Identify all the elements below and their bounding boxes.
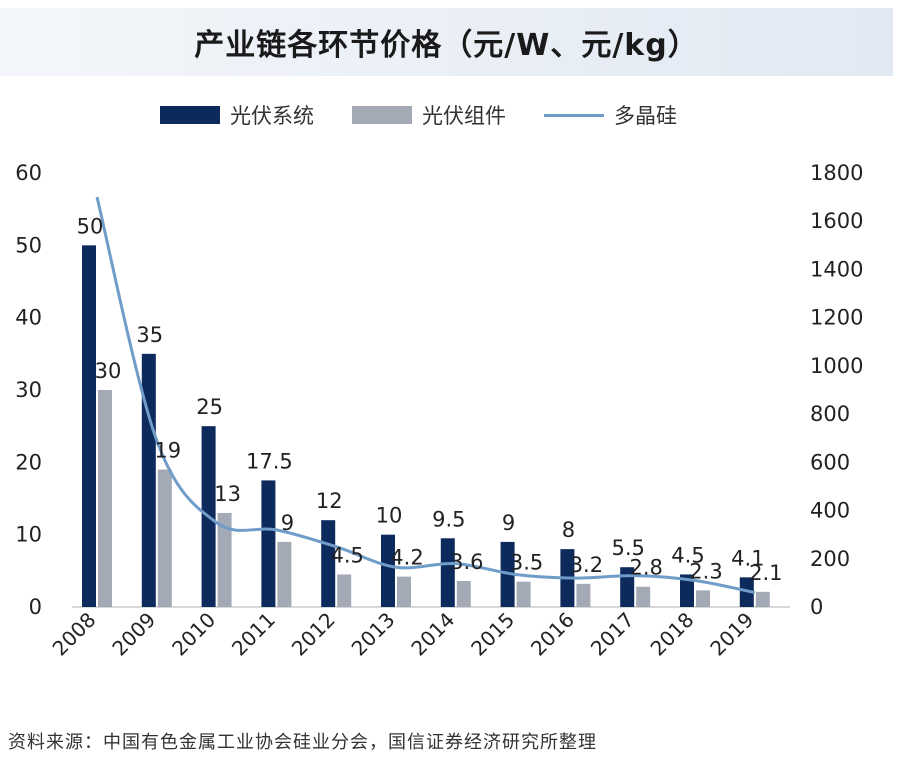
legend-label-system: 光伏系统 (230, 104, 314, 128)
data-label-module: 3.2 (570, 553, 603, 577)
legend-swatch-system (160, 106, 220, 124)
bar-module-2019 (755, 591, 770, 607)
x-tick-label: 2019 (705, 608, 758, 661)
y-left-tick-label: 60 (15, 161, 42, 185)
bar-module-2008 (98, 390, 112, 607)
bar-module-2014 (456, 580, 471, 607)
data-label-module: 2.3 (689, 559, 722, 583)
bar-module-2015 (516, 581, 531, 607)
y-right-tick-label: 400 (810, 499, 850, 523)
y-left-tick-label: 20 (15, 450, 42, 474)
y-right-tick-label: 600 (810, 450, 850, 474)
data-label-module: 19 (154, 439, 181, 463)
y-right-tick-label: 1200 (810, 306, 863, 330)
y-left-tick-label: 50 (15, 233, 42, 257)
y-right-tick-label: 0 (810, 595, 823, 619)
y-left-tick-label: 30 (15, 378, 42, 402)
x-tick-label: 2009 (107, 608, 160, 661)
bar-module-2012 (337, 574, 352, 607)
bar-system-2013 (381, 534, 395, 607)
data-label-system: 8 (562, 518, 575, 542)
bar-system-2014 (440, 538, 455, 607)
legend: 光伏系统 光伏组件 多晶硅 (160, 100, 701, 130)
chart-title: 产业链各环节价格（元/W、元/kg） (194, 28, 699, 63)
data-label-module: 9 (281, 511, 294, 535)
x-tick-label: 2012 (287, 608, 340, 661)
data-label-system: 4.5 (671, 543, 704, 567)
data-label-system: 12 (316, 489, 343, 513)
y-right-tick-label: 800 (810, 402, 850, 426)
y-right-tick-label: 1800 (810, 161, 863, 185)
data-label-system: 9.5 (432, 507, 465, 531)
x-tick-label: 2016 (526, 608, 579, 661)
y-left-tick-label: 10 (15, 523, 42, 547)
data-label-system: 25 (196, 395, 223, 419)
bar-module-2016 (576, 583, 591, 607)
y-left-tick-label: 40 (15, 306, 42, 330)
data-label-system: 5.5 (611, 536, 644, 560)
title-band (0, 8, 893, 76)
x-tick-label: 2017 (586, 608, 639, 661)
bar-module-2013 (397, 576, 411, 607)
data-label-module: 13 (214, 482, 241, 506)
bar-module-2009 (157, 469, 172, 607)
bar-system-2009 (141, 353, 156, 607)
data-label-module: 4.2 (390, 546, 423, 570)
data-label-system: 50 (77, 214, 104, 238)
y-right-tick-label: 200 (810, 547, 850, 571)
x-tick-label: 2014 (406, 608, 459, 661)
y-left-tick-label: 0 (29, 595, 42, 619)
source-footer: 资料来源：中国有色金属工业协会硅业分会，国信证券经济研究所整理 (8, 732, 597, 753)
bar-system-2011 (261, 480, 276, 607)
line-polysilicon (95, 196, 756, 595)
data-label-module: 30 (95, 359, 122, 383)
y-right-tick-label: 1000 (810, 354, 863, 378)
x-tick-label: 2013 (347, 608, 400, 661)
legend-item-module: 光伏组件 (352, 100, 506, 130)
data-label-module: 3.6 (450, 550, 483, 574)
data-label-module: 2.1 (749, 561, 782, 585)
x-tick-label: 2018 (646, 608, 699, 661)
bar-system-2018 (680, 574, 694, 607)
data-label-module: 2.8 (629, 556, 662, 580)
legend-swatch-module (352, 106, 412, 124)
legend-swatch-polysilicon (544, 113, 604, 117)
y-right-tick-label: 1600 (810, 209, 863, 233)
legend-item-polysilicon: 多晶硅 (544, 100, 677, 130)
x-tick-label: 2010 (167, 608, 220, 661)
bar-module-2018 (696, 590, 710, 607)
bar-system-2008 (82, 245, 96, 608)
data-label-system: 9 (502, 511, 515, 535)
data-label-module: 4.5 (330, 543, 363, 567)
data-label-system: 35 (136, 323, 163, 347)
bar-module-2011 (277, 541, 292, 607)
legend-label-module: 光伏组件 (422, 104, 506, 128)
data-label-system: 4.1 (731, 546, 764, 570)
chart-plot: 0102030405060020040060080010001200140016… (15, 161, 863, 661)
data-label-system: 10 (376, 504, 403, 528)
x-tick-label: 2008 (48, 608, 101, 661)
data-label-system: 17.5 (246, 449, 293, 473)
y-right-tick-label: 1400 (810, 257, 863, 281)
bar-module-2017 (636, 586, 651, 607)
data-label-module: 3.5 (510, 551, 543, 575)
bar-module-2010 (217, 512, 232, 607)
x-tick-label: 2015 (466, 608, 519, 661)
legend-item-system: 光伏系统 (160, 100, 314, 130)
x-tick-label: 2011 (227, 608, 280, 661)
legend-label-polysilicon: 多晶硅 (614, 104, 677, 128)
